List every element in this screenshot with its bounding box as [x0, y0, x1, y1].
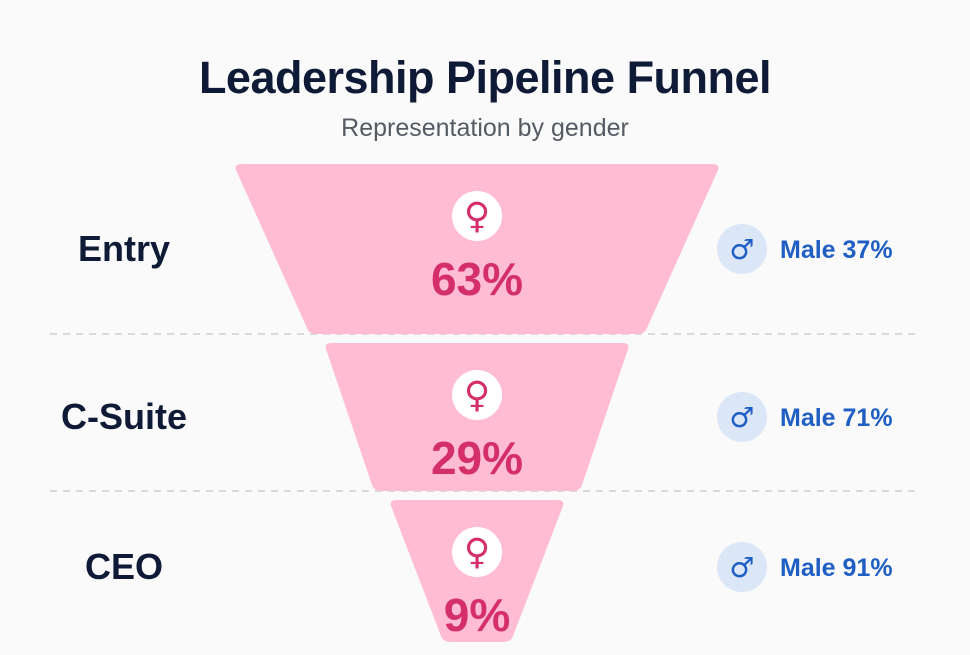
male-icon-badge-c-suite — [717, 392, 767, 442]
male-icon-badge-entry — [717, 224, 767, 274]
male-value-entry: Male 37% — [780, 236, 893, 264]
male-value-ceo: Male 91% — [780, 554, 893, 582]
female-value-ceo: 9% — [444, 589, 510, 641]
male-icon-badge-ceo — [717, 542, 767, 592]
male-icon: ♂ — [729, 233, 754, 266]
female-icon-badge-entry — [452, 191, 502, 241]
female-icon: ♀ — [464, 532, 490, 573]
female-icon-badge-ceo — [452, 527, 502, 577]
female-value-c-suite: 29% — [431, 432, 523, 484]
chart-subtitle: Representation by gender — [341, 114, 629, 142]
stage-label-c-suite: C-Suite — [61, 396, 187, 437]
chart-title: Leadership Pipeline Funnel — [198, 52, 772, 103]
female-icon: ♀ — [464, 375, 490, 416]
male-value-c-suite: Male 71% — [780, 404, 893, 432]
female-icon: ♀ — [464, 196, 490, 237]
female-icon-badge-c-suite — [452, 370, 502, 420]
female-value-entry: 63% — [431, 253, 523, 305]
male-icon: ♂ — [729, 401, 754, 434]
stage-label-ceo: CEO — [85, 546, 163, 587]
male-icon: ♂ — [729, 551, 754, 584]
funnel-segment-entry — [235, 164, 719, 334]
stage-label-entry: Entry — [78, 228, 170, 269]
